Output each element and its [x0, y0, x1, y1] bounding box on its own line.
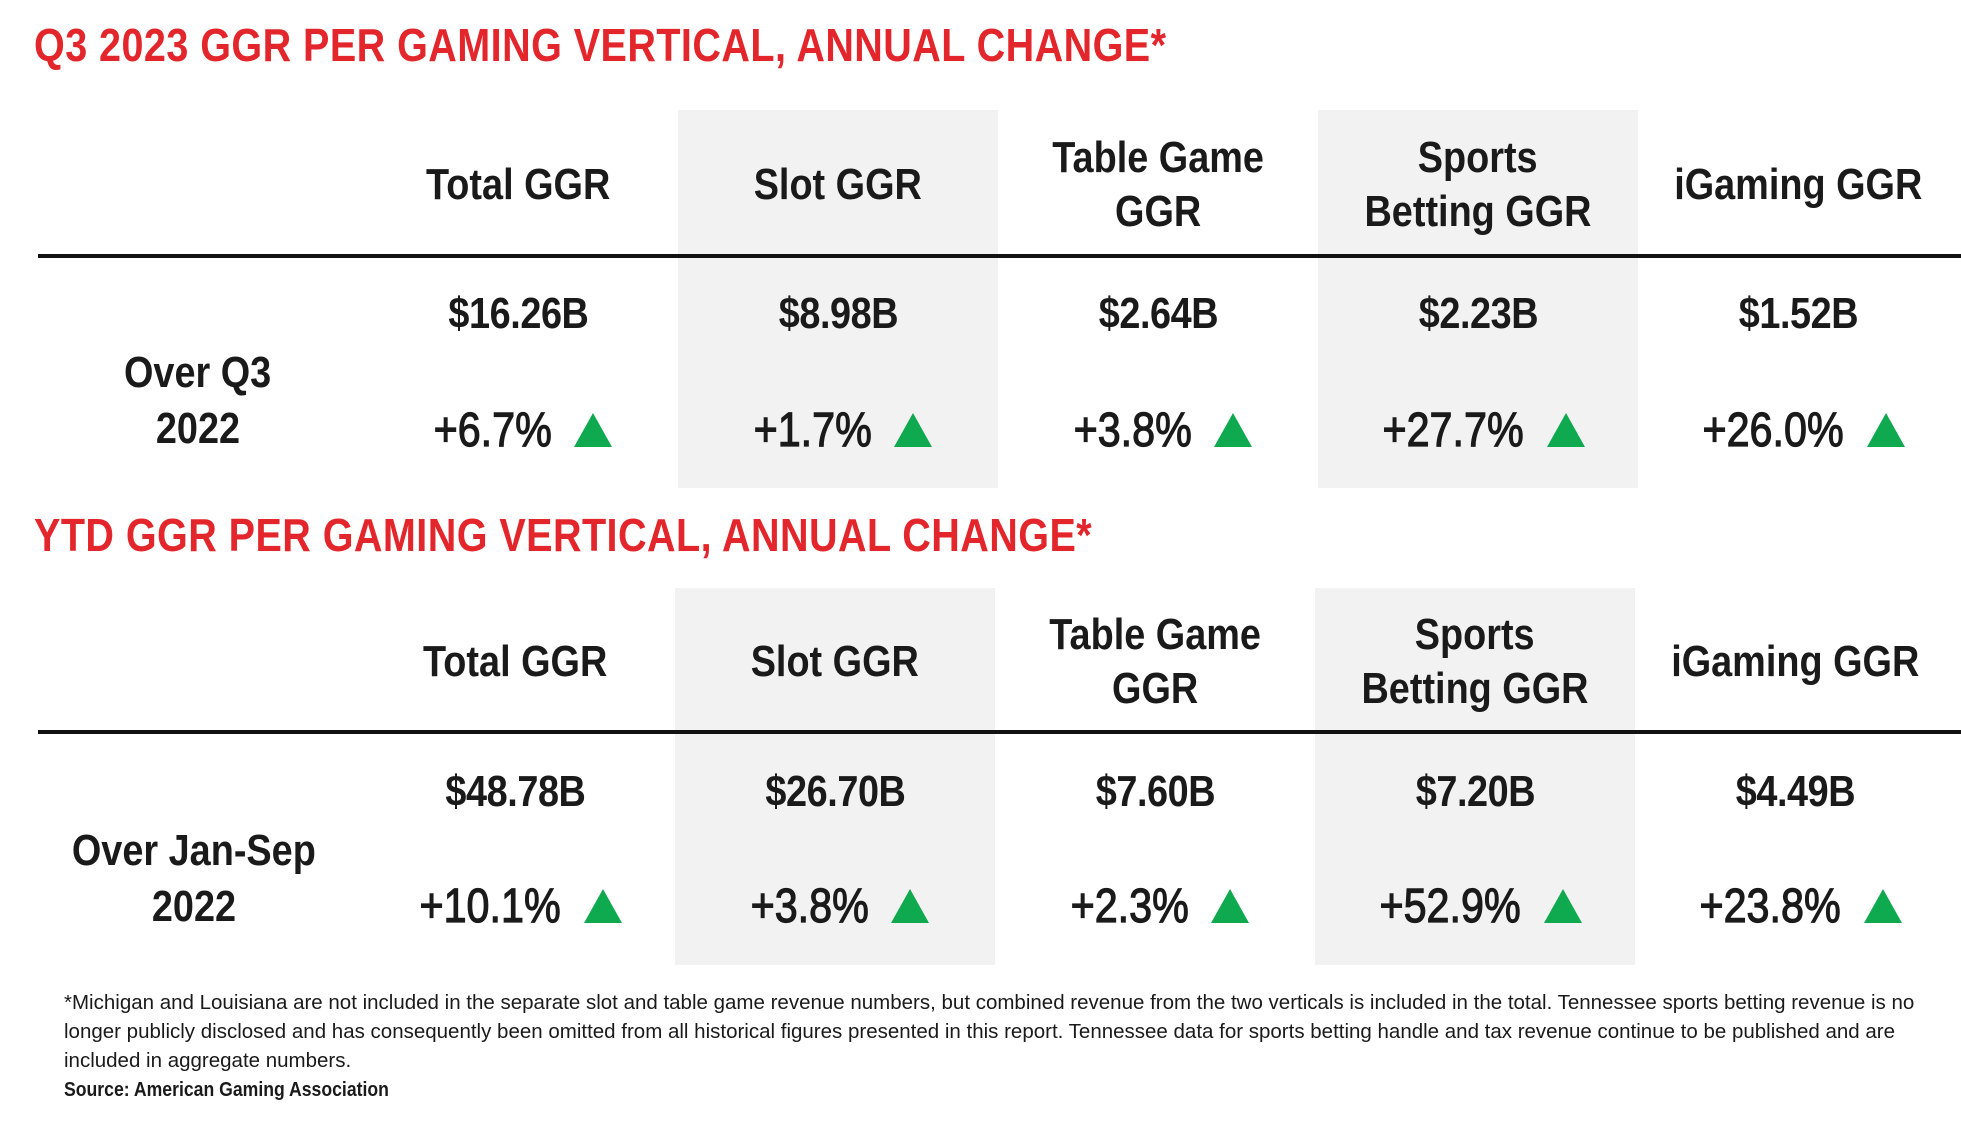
column-header: Slot GGR [750, 637, 920, 686]
column-header: iGaming GGR [1670, 637, 1920, 686]
triangle-up-icon [584, 889, 623, 923]
triangle-up-icon [573, 413, 612, 447]
annual-change: +52.9% [1315, 876, 1635, 936]
annual-change: +2.3% [995, 876, 1315, 936]
ggr-value: $16.26B [447, 289, 589, 338]
ggr-value: $1.52B [1738, 289, 1858, 338]
header-divider [38, 730, 1961, 734]
column-header: Sports Betting GGR [1364, 133, 1592, 236]
column-header: Sports Betting GGR [1361, 610, 1589, 713]
column-shade [678, 110, 998, 488]
column-header: Table Game GGR [1052, 133, 1264, 236]
section-title: YTD GGR PER GAMING VERTICAL, ANNUAL CHAN… [34, 509, 1093, 561]
ggr-value: $2.64B [1098, 289, 1218, 338]
section-title: Q3 2023 GGR PER GAMING VERTICAL, ANNUAL … [34, 19, 1167, 71]
annual-change: +6.7% [358, 400, 678, 460]
column-header: Total GGR [422, 637, 608, 686]
triangle-up-icon [1864, 889, 1903, 923]
annual-change: +3.8% [675, 876, 995, 936]
annual-change: +26.0% [1638, 400, 1958, 460]
triangle-up-icon [1210, 889, 1249, 923]
annual-change: +3.8% [998, 400, 1318, 460]
row-label: Over Q3 2022 [124, 348, 272, 453]
annual-change: +23.8% [1635, 876, 1955, 936]
annual-change: +10.1% [355, 876, 675, 936]
column-shade [675, 588, 995, 965]
column-header: iGaming GGR [1673, 160, 1923, 209]
ggr-value: $8.98B [778, 289, 898, 338]
ggr-value: $2.23B [1418, 289, 1538, 338]
ggr-value: $26.70B [764, 767, 906, 816]
column-header: Total GGR [425, 160, 611, 209]
footnote: *Michigan and Louisiana are not included… [64, 988, 1924, 1104]
source-credit: Source: American Gaming Association [64, 1078, 389, 1101]
header-divider [38, 254, 1961, 258]
annual-change: +1.7% [678, 400, 998, 460]
triangle-up-icon [1544, 889, 1583, 923]
column-header: Slot GGR [753, 160, 923, 209]
triangle-up-icon [1547, 413, 1586, 447]
triangle-up-icon [890, 889, 929, 923]
triangle-up-icon [1867, 413, 1906, 447]
ggr-value: $7.60B [1095, 767, 1215, 816]
ggr-value: $7.20B [1415, 767, 1535, 816]
triangle-up-icon [1213, 413, 1252, 447]
ggr-value: $4.49B [1735, 767, 1855, 816]
annual-change: +27.7% [1318, 400, 1638, 460]
row-label: Over Jan-Sep 2022 [72, 826, 316, 931]
triangle-up-icon [893, 413, 932, 447]
column-header: Table Game GGR [1049, 610, 1261, 713]
ggr-value: $48.78B [444, 767, 586, 816]
footnote-text: *Michigan and Louisiana are not included… [64, 991, 1915, 1072]
